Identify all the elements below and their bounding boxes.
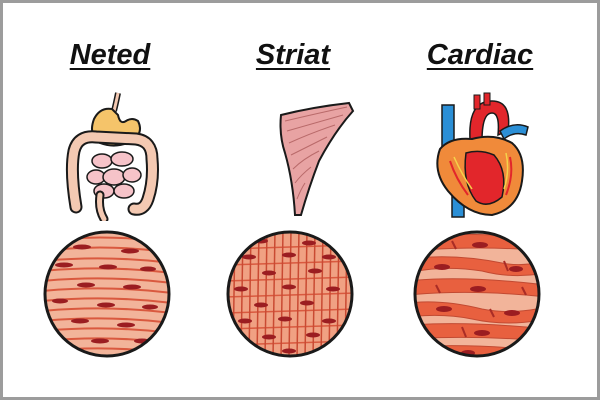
striated-muscle-tissue — [225, 229, 355, 359]
digestive-tract-icon — [40, 91, 180, 221]
column-title-striated: Striat — [255, 39, 331, 71]
column-striated: Striat — [203, 3, 383, 397]
smooth-muscle-tissue — [42, 229, 172, 359]
column-title-smooth: Neted — [69, 39, 151, 71]
column-title-cardiac: Cardiac — [426, 39, 534, 71]
column-cardiac: Cardiac — [390, 3, 570, 397]
heart-icon — [410, 91, 550, 221]
cardiac-muscle-tissue — [412, 229, 542, 359]
skeletal-muscle-icon — [223, 91, 363, 221]
column-smooth: Neted — [20, 3, 200, 397]
